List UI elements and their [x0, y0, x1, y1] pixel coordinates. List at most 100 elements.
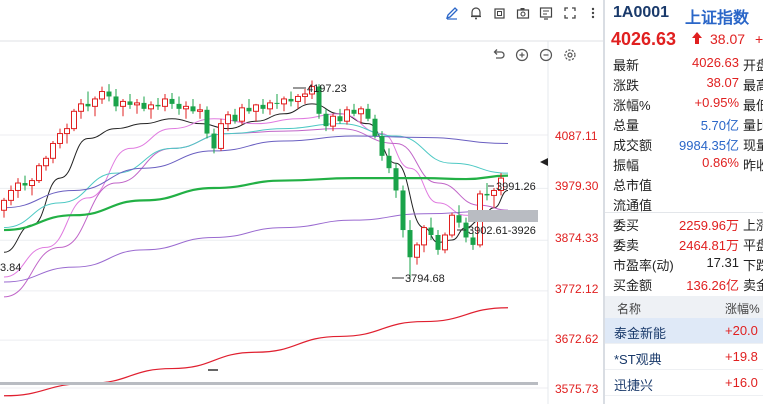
settings-icon[interactable]: [562, 47, 578, 63]
candle[interactable]: [365, 103, 371, 122]
candle[interactable]: [22, 175, 28, 191]
candle[interactable]: [428, 217, 434, 240]
candle[interactable]: [456, 205, 462, 228]
candle[interactable]: [1, 197, 7, 218]
price-change-pct: +0: [755, 31, 763, 47]
candle[interactable]: [267, 99, 273, 115]
copy-icon[interactable]: [491, 4, 509, 22]
candle[interactable]: [379, 131, 385, 161]
candle[interactable]: [134, 98, 140, 114]
candle[interactable]: [71, 108, 77, 132]
kline-chart[interactable]: 4087.11 3979.30 3874.33 3772.12 3672.62 …: [0, 0, 603, 404]
candle[interactable]: [337, 108, 343, 124]
more-icon[interactable]: [584, 4, 602, 22]
candle[interactable]: [78, 98, 84, 119]
price-label-4: 3672.62: [555, 332, 599, 346]
candle[interactable]: [120, 98, 126, 117]
candle[interactable]: [400, 185, 406, 238]
candle[interactable]: [162, 93, 168, 112]
candle[interactable]: [155, 97, 161, 110]
ranking-row[interactable]: *ST观典 +19.8: [605, 344, 763, 370]
candle[interactable]: [358, 106, 364, 124]
candle[interactable]: [211, 128, 217, 154]
candle[interactable]: [218, 118, 224, 151]
candle[interactable]: [351, 103, 357, 117]
candle[interactable]: [225, 111, 231, 132]
ranking-row[interactable]: 泰金新能 +20.0: [605, 318, 763, 344]
pane-divider[interactable]: [603, 0, 605, 404]
candle-body: [491, 189, 497, 196]
candle-body: [169, 98, 175, 104]
candle[interactable]: [491, 187, 497, 208]
candle[interactable]: [288, 91, 294, 107]
candle[interactable]: [260, 98, 266, 114]
candle-body: [134, 102, 140, 106]
candle[interactable]: [407, 220, 413, 280]
candle[interactable]: [435, 230, 441, 255]
candle[interactable]: [148, 101, 154, 119]
candle[interactable]: [113, 89, 119, 112]
zoom-out-icon[interactable]: [538, 47, 554, 63]
candle[interactable]: [106, 84, 112, 102]
candle[interactable]: [449, 212, 455, 238]
candle[interactable]: [197, 103, 203, 119]
candle[interactable]: [302, 89, 308, 104]
candle[interactable]: [29, 178, 35, 196]
candle[interactable]: [183, 101, 189, 119]
price-label-3: 3772.12: [555, 282, 599, 296]
candle[interactable]: [421, 225, 427, 253]
screen-icon[interactable]: [537, 4, 555, 22]
candle[interactable]: [414, 242, 420, 265]
candle[interactable]: [253, 103, 259, 122]
candle[interactable]: [274, 93, 280, 109]
candle-body: [8, 189, 14, 201]
candle[interactable]: [484, 183, 490, 201]
candle[interactable]: [50, 140, 56, 164]
candle[interactable]: [239, 103, 245, 125]
ranking-header-name[interactable]: 名称: [617, 302, 642, 316]
candle[interactable]: [36, 163, 42, 184]
candle-body: [141, 102, 147, 109]
undo-icon[interactable]: [490, 47, 506, 63]
candle[interactable]: [8, 185, 14, 206]
candle[interactable]: [176, 96, 182, 115]
candle[interactable]: [141, 96, 147, 112]
ranking-header-pct[interactable]: 涨幅%: [725, 302, 760, 316]
candle[interactable]: [169, 93, 175, 109]
candle[interactable]: [190, 98, 196, 114]
candle[interactable]: [498, 173, 504, 196]
candle[interactable]: [344, 106, 350, 125]
candle[interactable]: [92, 96, 98, 117]
candle[interactable]: [309, 80, 315, 99]
candle[interactable]: [281, 96, 287, 112]
candle[interactable]: [442, 232, 448, 254]
candle[interactable]: [99, 86, 105, 104]
candle[interactable]: [316, 84, 322, 119]
candle[interactable]: [85, 91, 91, 112]
candle[interactable]: [232, 108, 238, 124]
candle[interactable]: [246, 98, 252, 114]
candle[interactable]: [386, 148, 392, 174]
expand-icon[interactable]: [561, 4, 579, 22]
candle[interactable]: [330, 113, 336, 132]
candle[interactable]: [323, 108, 329, 132]
candle[interactable]: [295, 93, 301, 109]
candle-body: [162, 98, 168, 107]
ranking-row[interactable]: 迅捷兴 +16.0: [605, 370, 763, 396]
zoom-in-icon[interactable]: [514, 47, 530, 63]
ranking-row[interactable]: [605, 396, 763, 404]
bell-icon[interactable]: [467, 4, 485, 22]
candle[interactable]: [470, 232, 476, 250]
candle[interactable]: [372, 114, 378, 139]
candle[interactable]: [204, 106, 210, 139]
camera-icon[interactable]: [514, 4, 532, 22]
candle[interactable]: [393, 163, 399, 198]
candle[interactable]: [64, 123, 70, 144]
index-name[interactable]: 上证指数: [685, 10, 750, 27]
candle[interactable]: [127, 93, 133, 109]
candle[interactable]: [57, 128, 63, 149]
candle[interactable]: [15, 178, 21, 198]
candle[interactable]: [43, 155, 49, 171]
kline-chart-pane[interactable]: 4087.11 3979.30 3874.33 3772.12 3672.62 …: [0, 0, 603, 404]
pen-icon[interactable]: [443, 4, 461, 22]
